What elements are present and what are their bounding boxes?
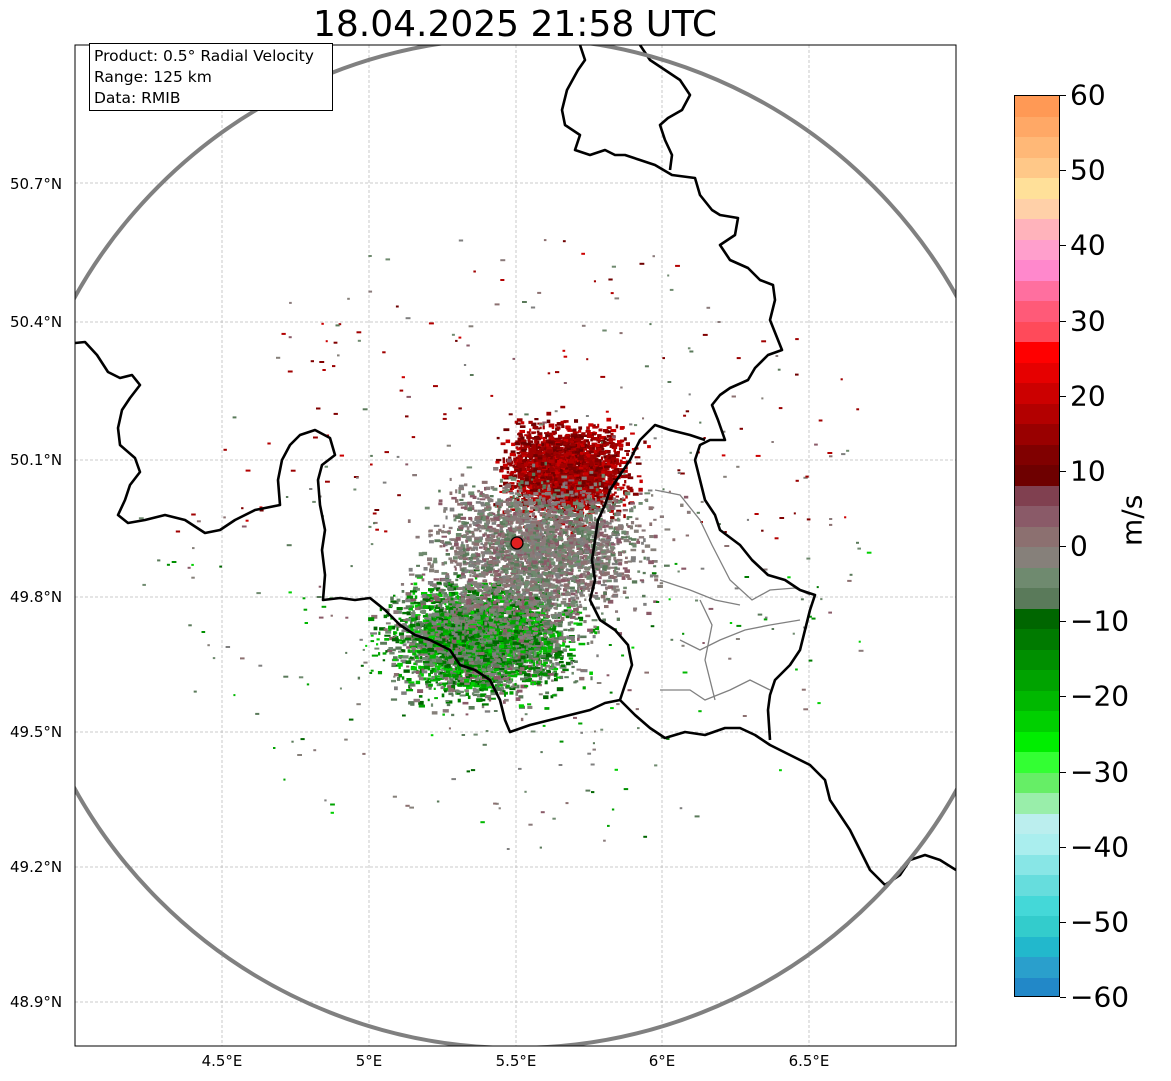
colorbar-tick	[1060, 997, 1066, 998]
colorbar-tick-label: −20	[1070, 679, 1130, 713]
internal-borders	[654, 489, 811, 701]
colorbar-tick	[1060, 170, 1066, 172]
lon-label: 4.5°E	[201, 1052, 243, 1070]
radar-echo-field	[138, 239, 872, 850]
colorbar-tick-label: 30	[1070, 304, 1106, 337]
colorbar-tick-label: 10	[1070, 454, 1106, 488]
colorbar-tick	[1060, 320, 1066, 322]
colorbar-segment	[1015, 260, 1059, 282]
colorbar-segment	[1015, 834, 1059, 856]
colorbar-segment	[1015, 342, 1059, 364]
colorbar-segment	[1015, 752, 1059, 774]
lon-label: 5.5°E	[495, 1052, 537, 1070]
colorbar-tick-label: 0	[1070, 529, 1088, 563]
colorbar-segment	[1015, 137, 1059, 159]
colorbar-segment	[1015, 957, 1059, 979]
colorbar-segment	[1015, 239, 1059, 261]
colorbar-segment	[1015, 690, 1059, 712]
colorbar-segment	[1015, 608, 1059, 630]
info-range: Range: 125 km	[94, 68, 212, 86]
colorbar	[1014, 95, 1060, 997]
colorbar-segment	[1015, 444, 1059, 466]
lon-label: 6°E	[648, 1052, 676, 1070]
lat-label: 49.8°N	[10, 588, 63, 606]
info-data: Data: RMIB	[94, 89, 181, 107]
lat-label: 49.5°N	[10, 723, 63, 741]
lon-label: 5°E	[355, 1052, 383, 1070]
lat-label: 50.4°N	[10, 313, 63, 331]
lat-label: 48.9°N	[10, 993, 63, 1011]
colorbar-unit: m/s	[1115, 494, 1149, 546]
colorbar-segment	[1015, 96, 1059, 118]
colorbar-segment	[1015, 547, 1059, 569]
colorbar-segment	[1015, 116, 1059, 138]
colorbar-tick	[1060, 395, 1066, 397]
colorbar-segment	[1015, 977, 1059, 996]
colorbar-segment	[1015, 793, 1059, 815]
colorbar-segment	[1015, 362, 1059, 384]
colorbar-segment	[1015, 321, 1059, 343]
colorbar-segment	[1015, 711, 1059, 733]
radar-site-marker[interactable]	[510, 536, 524, 550]
colorbar-segment	[1015, 813, 1059, 835]
colorbar-tick	[1060, 621, 1066, 623]
info-box: Product: 0.5° Radial Velocity Range: 125…	[89, 43, 333, 111]
colorbar-segment	[1015, 506, 1059, 528]
colorbar-segment	[1015, 772, 1059, 794]
colorbar-tick-label: 60	[1070, 78, 1106, 112]
colorbar-segment	[1015, 178, 1059, 200]
colorbar-tick	[1060, 921, 1066, 923]
national-borders	[75, 45, 956, 887]
colorbar-tick-label: −60	[1070, 980, 1130, 1014]
colorbar-segment	[1015, 485, 1059, 507]
colorbar-segment	[1015, 567, 1059, 589]
colorbar-tick	[1060, 245, 1066, 247]
colorbar-tick-label: −50	[1070, 905, 1130, 939]
colorbar-segment	[1015, 670, 1059, 692]
colorbar-segment	[1015, 895, 1059, 917]
colorbar-tick-label: −10	[1070, 604, 1130, 638]
colorbar-tick	[1060, 696, 1066, 698]
colorbar-tick	[1060, 546, 1066, 547]
lat-label: 50.7°N	[10, 175, 63, 193]
colorbar-tick	[1060, 771, 1066, 773]
info-product: Product: 0.5° Radial Velocity	[94, 47, 314, 65]
colorbar-segment	[1015, 936, 1059, 958]
colorbar-segment	[1015, 875, 1059, 897]
colorbar-tick-label: 50	[1070, 153, 1106, 187]
colorbar-segment	[1015, 465, 1059, 487]
colorbar-tick-label: −30	[1070, 755, 1130, 788]
colorbar-tick	[1060, 470, 1066, 472]
colorbar-tick	[1060, 846, 1066, 848]
colorbar-segment	[1015, 301, 1059, 323]
colorbar-tick-label: −40	[1070, 830, 1130, 864]
colorbar-tick-label: 40	[1070, 228, 1106, 262]
colorbar-segment	[1015, 916, 1059, 938]
colorbar-segment	[1015, 629, 1059, 651]
colorbar-segment	[1015, 731, 1059, 753]
lon-label: 6.5°E	[788, 1052, 830, 1070]
colorbar-segment	[1015, 424, 1059, 446]
colorbar-segment	[1015, 588, 1059, 610]
colorbar-segment	[1015, 219, 1059, 241]
lat-label: 50.1°N	[10, 451, 63, 469]
colorbar-tick	[1060, 95, 1066, 96]
colorbar-segment	[1015, 280, 1059, 302]
colorbar-segment	[1015, 854, 1059, 876]
map-title: 18.04.2025 21:58 UTC	[312, 4, 718, 45]
colorbar-segment	[1015, 403, 1059, 425]
colorbar-segment	[1015, 383, 1059, 405]
colorbar-tick-label: 20	[1070, 379, 1106, 413]
colorbar-segment	[1015, 198, 1059, 220]
colorbar-segment	[1015, 649, 1059, 671]
colorbar-segment	[1015, 157, 1059, 179]
plot-frame	[74, 44, 957, 1047]
lat-label: 49.2°N	[10, 858, 63, 876]
colorbar-segment	[1015, 526, 1059, 548]
